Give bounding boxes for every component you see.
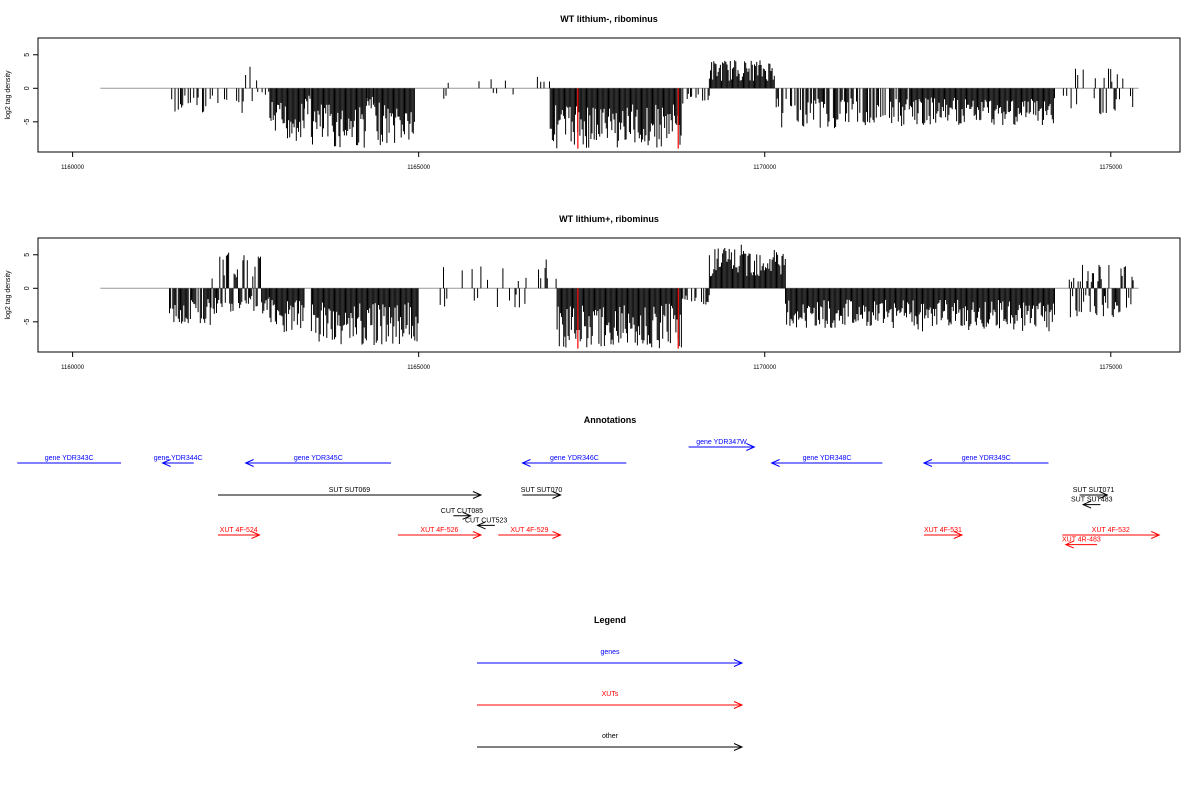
legend-entry-other: other xyxy=(477,733,744,751)
plot-frame xyxy=(37,37,1181,153)
panel-title: WT lithium+, ribominus xyxy=(559,214,659,224)
feature-label: gene YDR344C xyxy=(154,455,203,462)
feature-arrowhead xyxy=(462,511,472,520)
feature-sut-sut483: SUT SUT483 xyxy=(1071,497,1113,509)
x-tick-label: 1170000 xyxy=(753,165,777,171)
x-tick-label: 1170000 xyxy=(753,365,777,371)
legend-label: genes xyxy=(600,649,620,656)
density-bars xyxy=(171,60,1134,149)
feature-cut-cut523: CUT CUT523 xyxy=(465,517,507,530)
x-tick-label: 1175000 xyxy=(1099,165,1123,171)
feature-sut-sut071: SUT SUT071 xyxy=(1073,487,1115,499)
y-axis-label: log2 tag density xyxy=(5,70,12,120)
feature-xut-4f-529: XUT 4F-529 xyxy=(498,527,562,539)
feature-label: gene YDR346C xyxy=(550,455,599,462)
feature-gene-ydr346c: gene YDR346C xyxy=(521,455,627,467)
feature-arrowhead xyxy=(1099,491,1109,499)
feature-xut-4r-483: XUT 4R-483 xyxy=(1062,537,1101,549)
feature-cut-cut085: CUT CUT085 xyxy=(441,508,483,520)
x-tick-label: 1175000 xyxy=(1099,365,1123,371)
y-tick-label: 0 xyxy=(24,86,31,90)
feature-arrowhead xyxy=(251,531,261,539)
track-panel-2: WT lithium+, ribominus -5 0 5 log2 tag densi… xyxy=(5,214,1181,371)
feature-arrowhead xyxy=(922,459,933,467)
feature-label: XUT 4F-526 xyxy=(420,527,458,534)
feature-label: CUT CUT523 xyxy=(465,517,507,524)
feature-label: SUT SUT483 xyxy=(1071,497,1113,504)
x-tick-label: 1160000 xyxy=(61,165,85,171)
feature-arrowhead xyxy=(552,491,562,499)
y-tick-label: -5 xyxy=(24,119,31,125)
feature-label: gene YDR348C xyxy=(803,455,852,462)
feature-arrowhead xyxy=(1064,540,1075,549)
x-tick-label: 1165000 xyxy=(407,365,431,371)
y-tick-label: -5 xyxy=(24,319,31,325)
legend-arrowhead xyxy=(733,701,744,709)
legend-label: other xyxy=(602,733,619,740)
feature-arrowhead xyxy=(161,459,171,467)
track-panel-1: WT lithium-, ribominus -5 0 5 log2 tag densi… xyxy=(5,14,1181,171)
feature-arrowhead xyxy=(953,531,964,539)
feature-arrowhead xyxy=(1081,500,1092,509)
feature-arrowhead xyxy=(476,521,486,530)
feature-label: SUT SUT069 xyxy=(329,487,371,494)
legend-label: XUTs xyxy=(602,691,619,698)
panel-title: WT lithium-, ribominus xyxy=(560,14,658,24)
feature-label: gene YDR347W xyxy=(696,439,747,446)
feature-arrowhead xyxy=(770,459,780,467)
feature-arrowhead xyxy=(472,531,483,539)
feature-xut-4f-532: XUT 4F-532 xyxy=(1062,527,1161,539)
density-bars xyxy=(169,244,1134,349)
feature-gene-ydr347w: gene YDR347W xyxy=(688,439,756,451)
y-tick-label: 5 xyxy=(24,253,31,257)
legend-entry-genes: genes xyxy=(477,649,744,667)
feature-arrowhead xyxy=(472,491,483,499)
feature-sut-sut070: SUT SUT070 xyxy=(521,487,563,499)
y-axis-label: log2 tag density xyxy=(5,270,12,320)
feature-label: gene YDR345C xyxy=(294,455,343,462)
legend-arrowhead xyxy=(733,743,744,751)
feature-label: XUT 4F-524 xyxy=(220,527,258,534)
y-tick-label: 0 xyxy=(24,286,31,290)
legend-arrowhead xyxy=(733,659,744,667)
feature-label: XUT 4F-529 xyxy=(510,527,548,534)
feature-arrowhead xyxy=(746,443,756,451)
feature-label: XUT 4F-531 xyxy=(924,527,962,534)
annotation-track: Annotations gene YDR343C gene YDR344C gene … xyxy=(17,415,1161,549)
feature-label: gene YDR343C xyxy=(45,455,94,462)
feature-xut-4f-524: XUT 4F-524 xyxy=(217,527,261,539)
y-tick-label: 5 xyxy=(24,53,31,57)
feature-sut-sut069: SUT SUT069 xyxy=(217,487,483,499)
feature-label: CUT CUT085 xyxy=(441,508,483,515)
legend: Legend genes XUTs other xyxy=(477,615,744,751)
legend-entry-XUTs: XUTs xyxy=(477,691,744,709)
plot-frame xyxy=(37,237,1181,353)
feature-arrowhead xyxy=(244,459,254,467)
feature-label: gene YDR349C xyxy=(962,455,1011,462)
feature-gene-ydr344c: gene YDR344C xyxy=(154,455,203,467)
feature-label: XUT 4F-532 xyxy=(1092,527,1130,534)
x-tick-label: 1165000 xyxy=(407,165,431,171)
feature-gene-ydr343c: gene YDR343C xyxy=(17,455,122,464)
feature-xut-4f-531: XUT 4F-531 xyxy=(923,527,964,539)
feature-label: SUT SUT070 xyxy=(521,487,563,494)
feature-label: SUT SUT071 xyxy=(1073,487,1115,494)
feature-gene-ydr345c: gene YDR345C xyxy=(244,455,391,467)
feature-arrowhead xyxy=(552,531,562,539)
feature-arrowhead xyxy=(521,459,531,467)
feature-xut-4f-526: XUT 4F-526 xyxy=(397,527,483,539)
feature-arrowhead xyxy=(1151,531,1161,539)
feature-gene-ydr349c: gene YDR349C xyxy=(922,455,1049,467)
feature-gene-ydr348c: gene YDR348C xyxy=(770,455,883,467)
x-tick-label: 1160000 xyxy=(61,365,85,371)
annotations-title: Annotations xyxy=(584,415,637,425)
legend-title: Legend xyxy=(594,615,626,625)
feature-label: XUT 4R-483 xyxy=(1062,537,1101,544)
